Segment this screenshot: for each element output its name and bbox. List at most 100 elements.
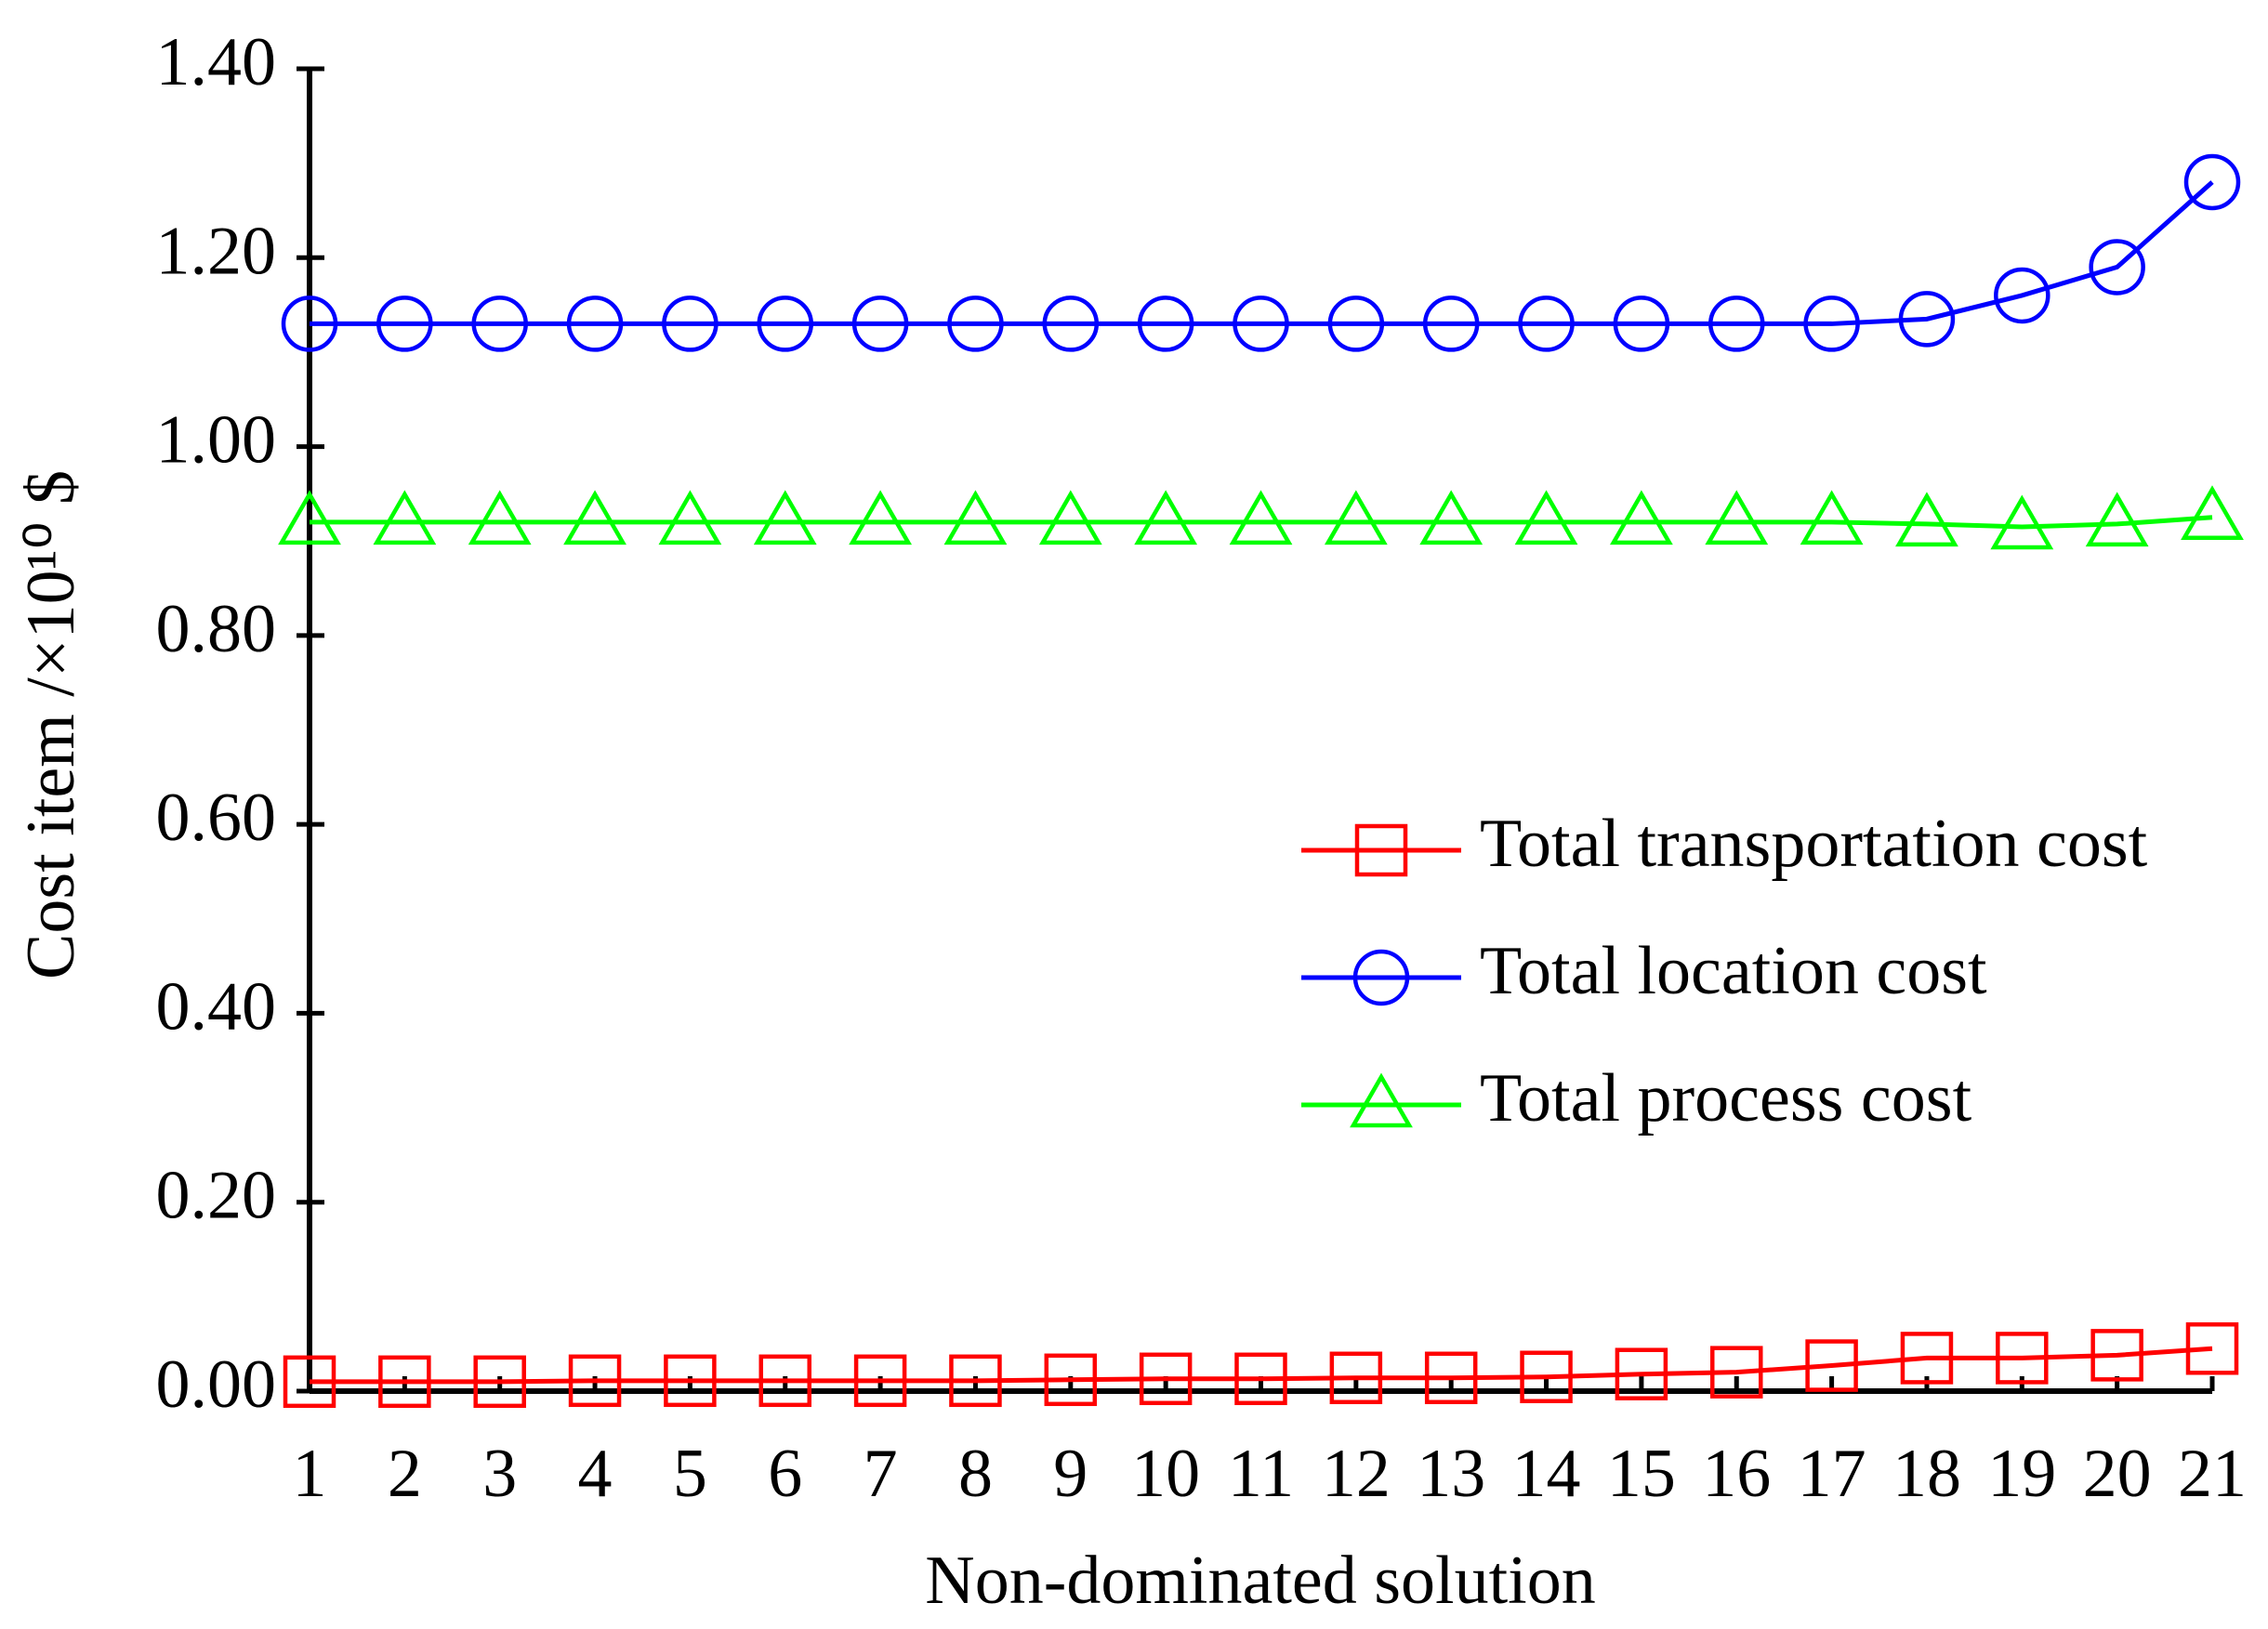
data-point — [1805, 1339, 1858, 1392]
data-point — [851, 296, 909, 352]
data-point — [568, 1354, 622, 1408]
y-axis-label: Cost item /×10¹⁰ $ — [13, 470, 89, 979]
data-point — [2183, 153, 2241, 211]
data-point — [1520, 1350, 1573, 1404]
data-point — [1710, 1346, 1763, 1399]
data-point — [1615, 1347, 1668, 1400]
data-point — [1137, 296, 1194, 352]
data-point — [1139, 1352, 1193, 1406]
data-point — [2089, 239, 2145, 296]
y-tick-label: 0.20 — [156, 1158, 277, 1234]
x-tick-label: 15 — [1607, 1436, 1676, 1512]
data-point — [2090, 1329, 2143, 1382]
data-point — [757, 296, 813, 352]
legend-marker — [1354, 823, 1408, 877]
legend-marker — [1352, 949, 1410, 1006]
data-point — [1705, 490, 1769, 545]
data-point — [1233, 296, 1289, 352]
data-point — [278, 490, 341, 545]
x-tick-label: 21 — [2178, 1436, 2247, 1512]
x-tick-label: 6 — [768, 1436, 802, 1512]
data-point — [1424, 1351, 1478, 1405]
y-tick-label: 0.80 — [156, 591, 277, 667]
data-point — [1229, 490, 1293, 545]
x-tick-label: 20 — [2083, 1436, 2152, 1512]
data-point — [1708, 296, 1765, 352]
data-point — [2085, 492, 2149, 547]
x-axis-label: Non-dominated solution — [925, 1543, 1595, 1619]
x-tick-label: 17 — [1798, 1436, 1866, 1512]
data-point — [2185, 1322, 2239, 1375]
data-point — [758, 1354, 811, 1408]
data-point — [753, 490, 817, 545]
data-point — [1518, 296, 1575, 352]
series-line — [310, 1346, 2213, 1385]
data-point — [2181, 485, 2244, 541]
x-tick-label: 12 — [1322, 1436, 1391, 1512]
data-point — [378, 1355, 431, 1409]
x-tick-label: 2 — [388, 1436, 422, 1512]
x-tick-label: 13 — [1417, 1436, 1485, 1512]
data-point — [1613, 296, 1670, 352]
data-point — [1134, 490, 1198, 545]
legend-label: Total location cost — [1480, 933, 1987, 1009]
data-point — [1327, 296, 1385, 352]
data-point — [473, 1355, 526, 1409]
data-point — [566, 296, 624, 352]
data-point — [1990, 494, 2054, 550]
x-tick-label: 4 — [578, 1436, 613, 1512]
x-tick-label: 14 — [1512, 1436, 1581, 1512]
data-point — [373, 490, 437, 545]
data-point — [1422, 296, 1480, 352]
data-point — [662, 296, 719, 352]
legend-marker — [1350, 1072, 1413, 1128]
data-point — [1419, 490, 1483, 545]
legend-label: Total transportation cost — [1480, 806, 2148, 882]
legend-label: Total process cost — [1480, 1060, 1972, 1136]
series-line — [310, 180, 2214, 326]
data-point — [1324, 490, 1388, 545]
y-tick-label: 0.40 — [156, 968, 277, 1044]
x-tick-label: 5 — [673, 1436, 707, 1512]
x-tick-label: 16 — [1702, 1436, 1771, 1512]
data-point — [281, 296, 338, 352]
data-point — [947, 296, 1004, 352]
data-point — [1610, 490, 1673, 545]
x-tick-label: 8 — [958, 1436, 993, 1512]
data-point — [1044, 1353, 1098, 1407]
data-point — [1042, 296, 1100, 352]
data-point — [1994, 267, 2050, 324]
data-point — [1038, 490, 1102, 545]
y-tick-label: 1.40 — [156, 24, 277, 100]
data-point — [849, 490, 912, 545]
x-tick-label: 1 — [293, 1436, 327, 1512]
data-point — [1514, 490, 1578, 545]
data-point — [1329, 1351, 1383, 1405]
series-line — [310, 515, 2213, 530]
x-tick-label: 11 — [1228, 1436, 1294, 1512]
x-tick-label: 10 — [1131, 1436, 1200, 1512]
data-point — [1234, 1352, 1287, 1406]
data-point — [943, 490, 1008, 545]
data-point — [658, 490, 722, 545]
data-point — [1800, 490, 1864, 545]
data-point — [468, 490, 532, 545]
data-point — [1895, 492, 1958, 547]
x-tick-label: 9 — [1053, 1436, 1088, 1512]
data-point — [1900, 1332, 1954, 1385]
y-tick-label: 1.20 — [156, 213, 277, 289]
data-point — [1803, 296, 1860, 352]
data-point — [563, 490, 626, 545]
data-point — [853, 1354, 907, 1408]
y-tick-label: 1.00 — [156, 402, 277, 479]
y-tick-label: 0.60 — [156, 780, 277, 856]
data-point — [949, 1354, 1002, 1408]
x-tick-label: 3 — [482, 1436, 517, 1512]
data-point — [1996, 1332, 2049, 1385]
data-point — [283, 1355, 336, 1409]
data-point — [471, 296, 528, 352]
x-tick-label: 19 — [1987, 1436, 2056, 1512]
data-point — [1898, 291, 1956, 348]
y-tick-label: 0.00 — [156, 1347, 277, 1423]
